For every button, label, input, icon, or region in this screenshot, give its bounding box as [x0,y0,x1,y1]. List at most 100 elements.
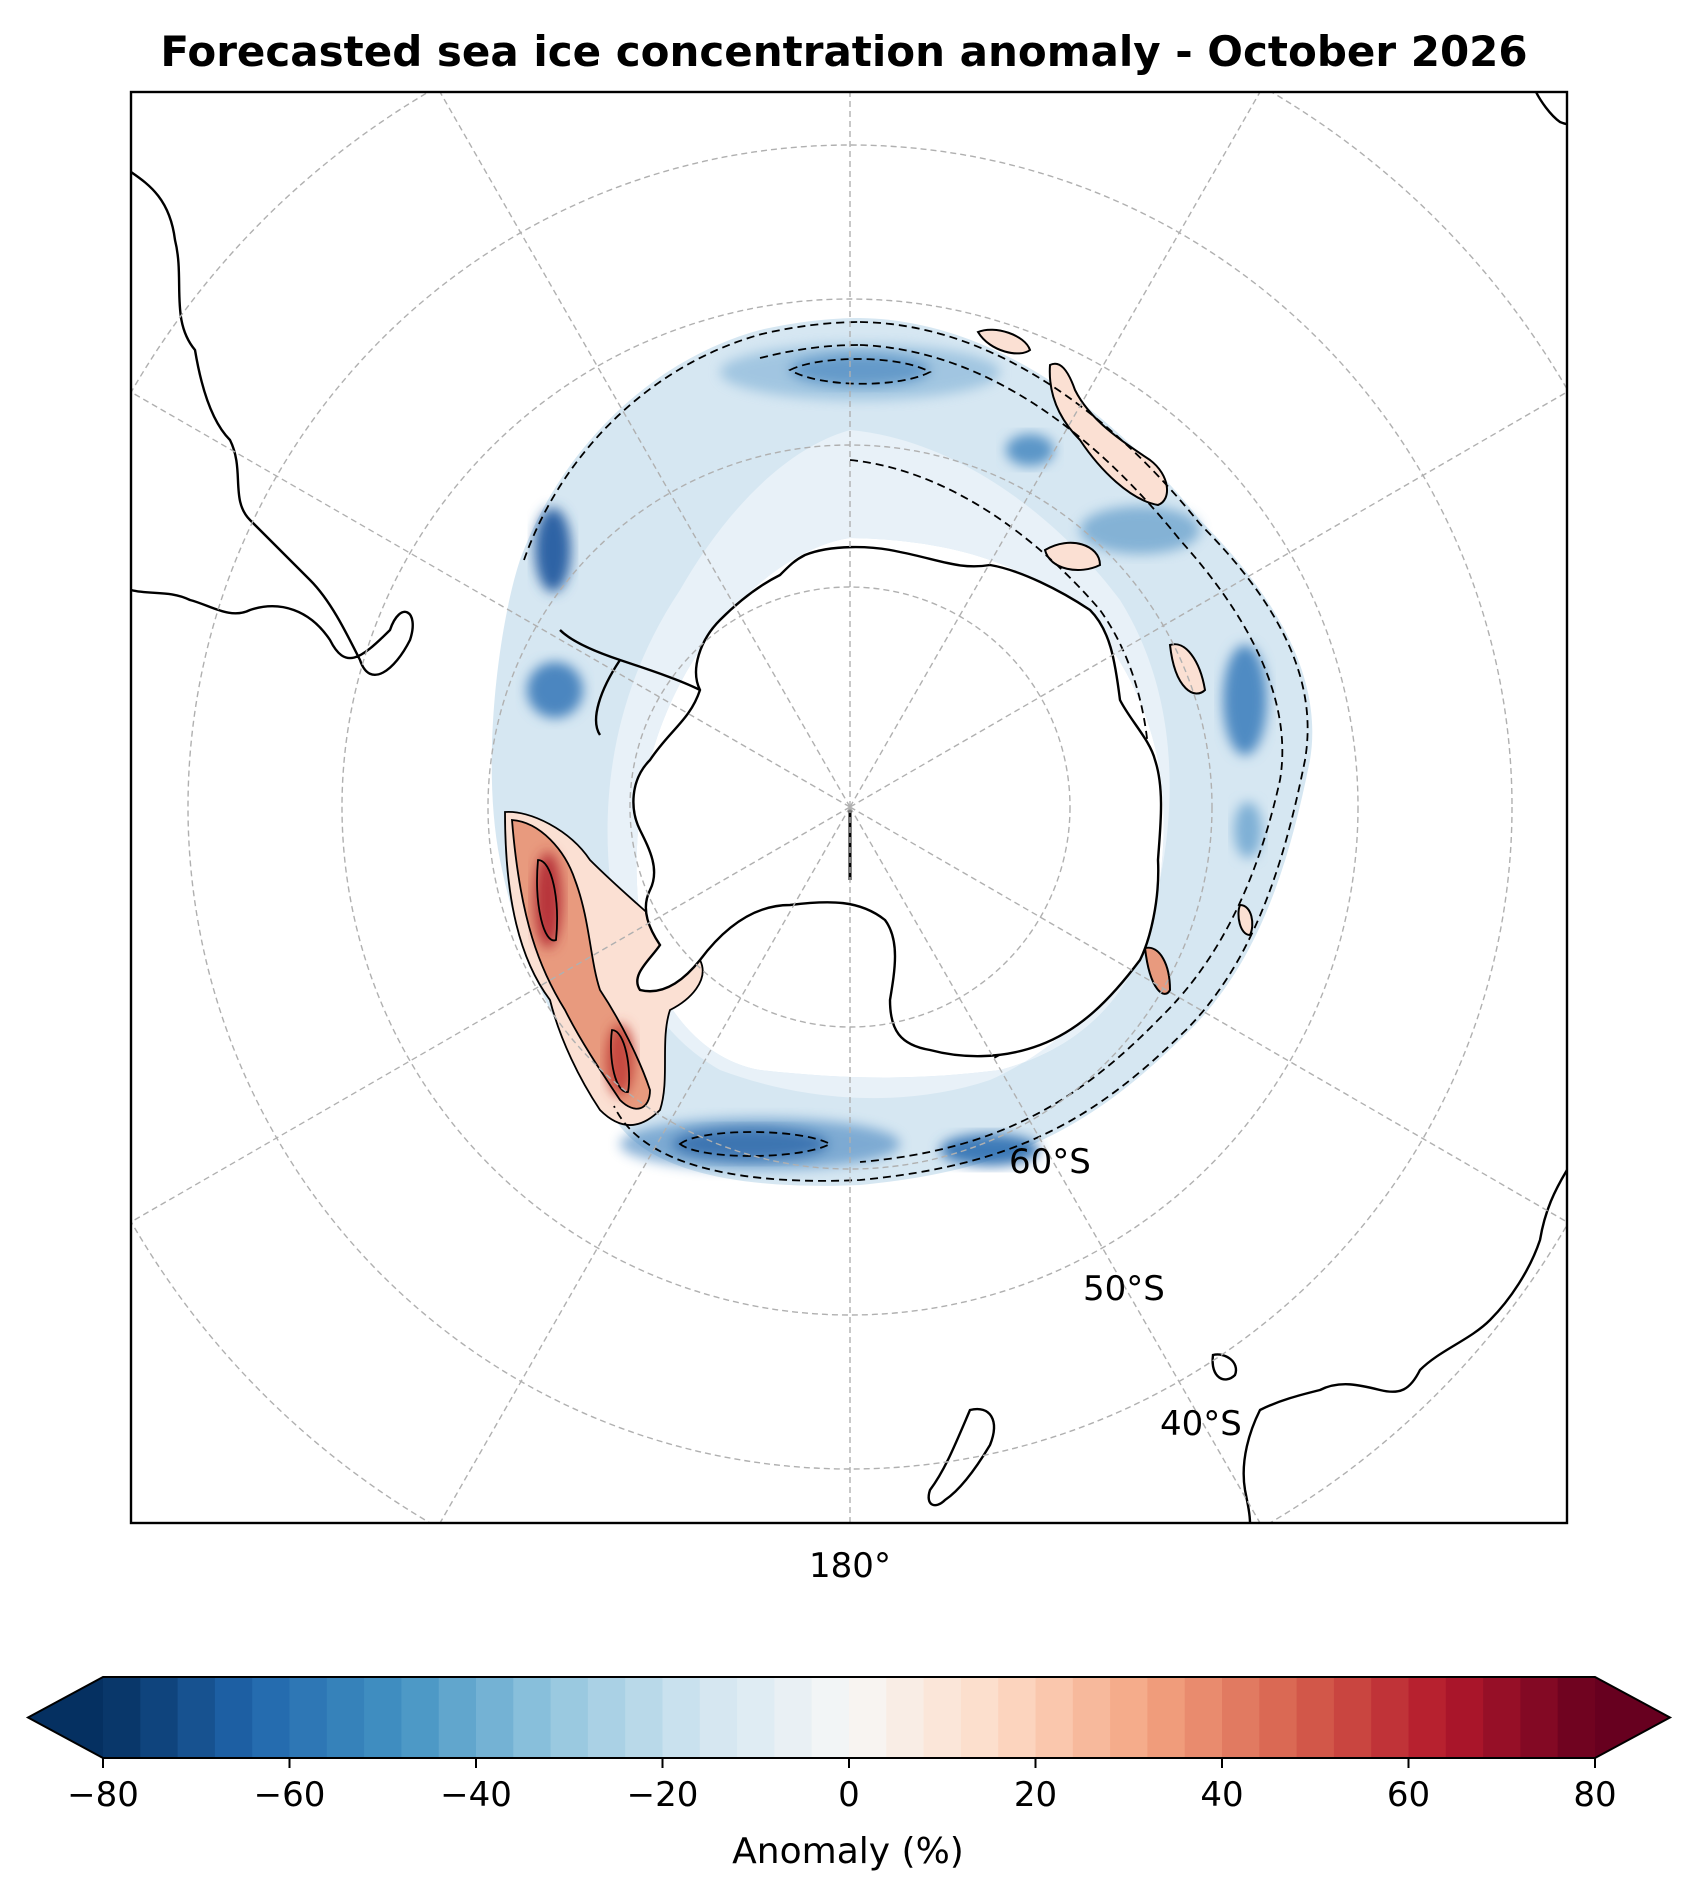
gridline-lon-120e [849,806,1567,1223]
colorbar-cell [662,1677,701,1758]
colorbar-cell [438,1677,477,1758]
positive-contour-core-upper [536,859,558,942]
colorbar-extend-max [1595,1677,1670,1758]
colorbar-cell [811,1677,850,1758]
gridline-lon-150e [849,806,1261,1523]
colorbar-cell [699,1677,738,1758]
colorbar-tick-label: −60 [254,1775,326,1815]
colorbar: −80 −60 −40 −20 0 20 40 60 80 Anomaly (%) [25,1676,1673,1872]
contour-outer [613,321,1309,1182]
colorbar-tick-label: 0 [838,1775,860,1815]
colorbar-cell [1333,1677,1372,1758]
colorbar-cell [625,1677,664,1758]
colorbar-tick-label: −80 [67,1775,139,1815]
positive-anomaly-field [505,328,1254,1125]
south-america-landmass [131,171,414,676]
new-zealand-landmass [927,1407,996,1507]
colorbar-cell [774,1677,813,1758]
colorbar-cell [140,1677,179,1758]
negative-anomaly-core-ross-east [940,1134,1040,1166]
colorbar-cell [1557,1677,1596,1758]
colorbar-cell [1072,1677,1111,1758]
gridline-lon-30w [439,92,851,808]
australia-landmass [1242,1169,1567,1523]
negative-anomaly-core-south-america [535,508,571,592]
colorbar-cell [923,1677,962,1758]
negative-anomaly-core-east-lower [1234,802,1262,858]
negative-anomaly-core-weddell-east [1006,434,1054,466]
colorbar-cell [1222,1677,1260,1758]
gridline-lon-60w [131,391,851,808]
positive-anomaly-indian-a [1043,541,1102,571]
positive-anomaly-weddell-north [976,328,1032,355]
map-frame [129,90,1569,1525]
positive-anomaly-core-ross-lower [606,1024,634,1096]
positive-anomaly-indian-b [1168,643,1207,695]
gridline-lat-50s [341,298,1359,1316]
gridline-lon-30e [849,92,1261,808]
colorbar-cell [401,1677,440,1758]
colorbar-cell [1035,1677,1074,1758]
colorbar-tick-label: −20 [627,1775,699,1815]
colorbar-cell [1147,1677,1186,1758]
colorbar-tick-label: 60 [1387,1775,1430,1815]
positive-anomaly-east-antarctica [1143,946,1172,995]
colorbar-cell [364,1677,402,1758]
positive-contours [504,811,704,1126]
colorbar-tick-label: 80 [1573,1775,1616,1815]
colorbar-tick-label: 20 [1014,1775,1057,1815]
contour-ross-core [678,1131,832,1157]
colorbar-cell [587,1677,626,1758]
colorbar-cell [737,1677,775,1758]
latitude-label-40s: 40°S [1160,1404,1242,1444]
gridline-lon-150w [439,806,851,1523]
tasmania-landmass [1211,1353,1238,1381]
colorbar-cell [177,1677,216,1758]
colorbar-cell [1520,1677,1559,1758]
positive-contour-outer [504,811,704,1126]
colorbar-cell [252,1677,291,1758]
colorbar-ticks: −80 −60 −40 −20 0 20 40 60 80 [67,1758,1617,1815]
figure-title: Forecasted sea ice concentration anomaly… [160,27,1527,76]
latitude-label-60s: 60°S [1009,1142,1091,1182]
antarctic-peninsula [559,629,701,736]
gridline-lat-40s [187,144,1513,1470]
colorbar-cell [998,1677,1037,1758]
positive-contour-mid [511,819,651,1110]
colorbar-cell [550,1677,589,1758]
colorbar-tick-label: 40 [1200,1775,1243,1815]
negative-anomaly-core-weddell-sea-halo [720,344,1000,400]
latitude-label-50s: 50°S [1083,1269,1165,1309]
negative-anomaly-field [491,318,1313,1186]
contour-outer-west [523,321,861,561]
negative-anomaly-core-bellingshausen [527,662,583,718]
negative-anomaly-core-ross-sea-halo [620,1118,900,1170]
colorbar-cell [476,1677,514,1758]
colorbar-cell [1110,1677,1148,1758]
gridline-lon-120w [131,806,851,1223]
colorbar-cell [1371,1677,1410,1758]
longitude-label-180: 180° [809,1546,891,1586]
colorbar-cell [886,1677,925,1758]
negative-anomaly-core-indian [1080,506,1200,554]
colorbar-cell [1408,1677,1447,1758]
positive-anomaly-core-ross-upper [534,852,562,948]
colorbar-cell [1296,1677,1335,1758]
positive-contour-core-lower [610,1029,630,1093]
positive-anomaly-east-small [1237,903,1254,937]
colorbar-cell [289,1677,328,1758]
colorbar-cell [103,1677,141,1758]
colorbar-cell [326,1677,365,1758]
map-panel: 60°S 50°S 40°S [131,92,1567,1523]
colorbar-cell [960,1677,999,1758]
contour-weddell-core [788,358,932,385]
colorbar-cell [1483,1677,1521,1758]
colorbar-cell [214,1677,253,1758]
colorbar-cell [849,1677,887,1758]
colorbar-cell [1259,1677,1298,1758]
colorbar-cell [1445,1677,1484,1758]
negative-anomaly-core-east [1223,645,1267,755]
map-gridlines [131,92,1567,1523]
colorbar-extend-min [28,1677,103,1758]
